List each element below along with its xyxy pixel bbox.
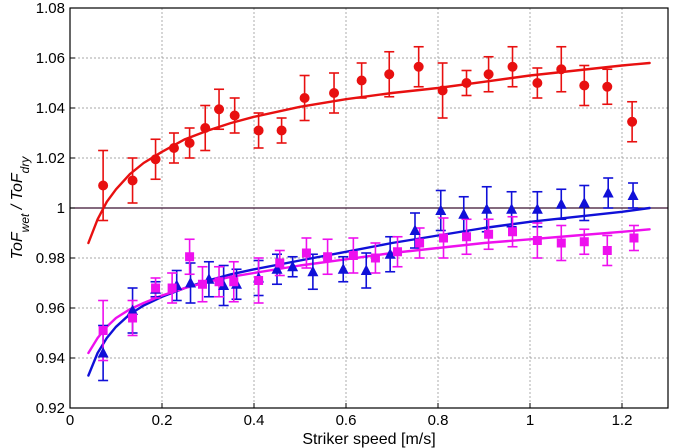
data-point-red: [276, 125, 287, 136]
data-point-red: [214, 104, 225, 115]
y-tick-label: 1.02: [36, 150, 65, 167]
data-point-magenta: [128, 313, 138, 323]
y-label-separator: / ToF: [9, 172, 26, 214]
data-point-magenta: [98, 326, 108, 335]
fit-curve-blue: [87, 206, 651, 377]
data-point-red: [556, 64, 567, 75]
fit-curves: [87, 61, 651, 377]
data-point-magenta: [579, 237, 589, 247]
data-point-red: [483, 69, 494, 80]
data-point-magenta: [254, 276, 264, 285]
data-point-blue: [287, 260, 299, 272]
data-point-magenta: [301, 248, 311, 258]
data-point-magenta: [484, 229, 494, 239]
y-label-sub-dry: dry: [18, 156, 32, 174]
y-label-sub-wet: wet: [18, 213, 32, 232]
y-tick-label: 1.06: [36, 50, 65, 67]
data-point-red: [150, 154, 161, 165]
x-tick-label: 1.2: [612, 412, 633, 429]
x-tick-label: 0.4: [244, 412, 265, 429]
data-point-red: [200, 123, 211, 133]
y-tick-label: 1.04: [36, 100, 65, 117]
data-point-red: [461, 78, 472, 88]
data-point-red: [437, 85, 448, 96]
data-point-red: [384, 69, 395, 80]
y-tick-label: 0.92: [36, 400, 65, 417]
data-point-magenta: [370, 253, 380, 263]
fit-curve-red: [87, 61, 651, 245]
data-point-magenta: [439, 233, 449, 243]
y-tick-label: 0.96: [36, 300, 65, 317]
y-axis-label: ToFwet / ToFdry: [9, 156, 32, 260]
y-tick-label: 1.08: [36, 0, 65, 17]
data-point-red: [356, 75, 367, 86]
data-point-magenta: [602, 246, 612, 255]
data-point-blue: [218, 279, 230, 290]
data-markers: [97, 61, 639, 358]
data-point-red: [329, 88, 340, 98]
data-point-blue: [409, 224, 421, 235]
x-tick-label: 0.6: [336, 412, 357, 429]
y-label-main: ToF: [9, 231, 26, 259]
y-tick-label: 1: [57, 200, 65, 217]
x-axis-label: Striker speed [m/s]: [302, 431, 435, 448]
data-point-magenta: [415, 238, 425, 248]
data-point-red: [98, 180, 109, 191]
data-point-magenta: [151, 283, 161, 293]
data-point-blue: [337, 263, 349, 274]
data-point-magenta: [185, 252, 195, 262]
data-point-red: [627, 116, 638, 127]
data-point-blue: [481, 203, 493, 214]
data-point-blue: [307, 265, 319, 277]
x-tick-label: 0.8: [428, 412, 449, 429]
data-point-blue: [531, 203, 543, 214]
data-point-red: [579, 80, 590, 91]
data-point-magenta: [556, 238, 566, 248]
data-point-magenta: [275, 258, 285, 268]
data-point-red: [299, 93, 310, 103]
data-point-blue: [506, 203, 518, 214]
data-point-magenta: [532, 236, 542, 245]
data-point-red: [184, 138, 195, 148]
data-point-red: [229, 110, 240, 121]
x-tick-label: 1: [526, 412, 534, 429]
data-point-red: [507, 61, 518, 72]
data-point-magenta: [393, 247, 403, 257]
data-point-red: [168, 143, 179, 153]
data-point-blue: [360, 264, 372, 275]
data-point-magenta: [348, 251, 358, 260]
data-point-blue: [185, 277, 197, 288]
x-tick-labels: 0 0.2 0.4 0.6 0.8 1 1.2: [66, 403, 633, 429]
data-point-red: [532, 78, 543, 88]
data-point-blue: [97, 347, 109, 358]
data-point-blue: [458, 208, 470, 219]
x-tick-label: 0: [66, 412, 74, 429]
data-point-magenta: [197, 279, 207, 289]
x-tick-label: 0.2: [152, 412, 173, 429]
data-point-magenta: [229, 277, 239, 287]
data-point-blue: [627, 189, 639, 200]
data-point-blue: [602, 187, 614, 198]
data-point-red: [253, 125, 264, 136]
data-point-blue: [555, 198, 567, 209]
data-point-blue: [384, 248, 396, 259]
y-tick-labels: 0.92 0.94 0.96 0.98 1 1.02 1.04 1.06 1.08: [36, 0, 75, 417]
data-point-blue: [435, 204, 447, 215]
data-point-red: [602, 81, 613, 92]
data-point-magenta: [629, 233, 639, 243]
y-tick-label: 0.98: [36, 250, 65, 267]
data-point-magenta: [508, 227, 518, 237]
data-point-red: [127, 175, 138, 186]
data-point-magenta: [167, 283, 177, 293]
data-point-blue: [578, 197, 590, 208]
data-point-magenta: [462, 232, 472, 242]
data-point-magenta: [323, 252, 333, 262]
y-tick-label: 0.94: [36, 350, 65, 367]
data-point-magenta: [214, 277, 224, 287]
fit-curve-magenta: [87, 228, 651, 355]
data-point-blue: [127, 304, 139, 315]
data-point-red: [413, 61, 424, 72]
data-point-blue: [271, 263, 283, 274]
